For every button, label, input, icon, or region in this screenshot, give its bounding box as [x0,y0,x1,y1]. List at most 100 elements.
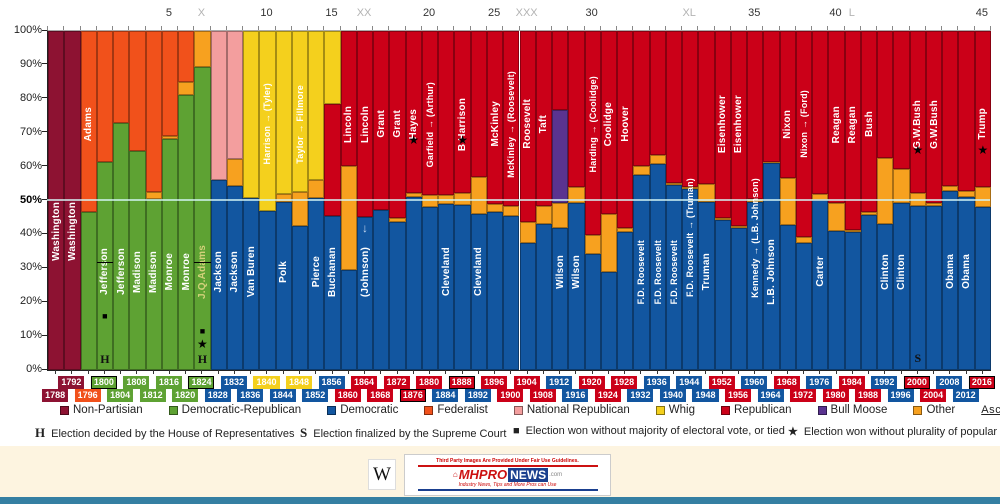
bar-1888: B.Harrison ★ [454,31,471,370]
legend-label: Republican [734,404,792,416]
segment-dem [925,206,943,370]
y-axis-label: 40% [19,227,42,240]
bar-1832: Jackson [226,31,244,370]
brand-tagline: Industry News, Tips and More Pros can Us… [458,482,557,488]
year-label: 1868 [367,389,394,402]
top-axis-tick [892,26,894,30]
top-axis-tick [599,26,601,30]
segment-dr [178,95,195,370]
x-axis-tick [103,370,105,374]
president-ordinal-marker: 10 [260,7,273,19]
x-axis-tick [55,370,57,374]
segment-dem [828,231,845,370]
segment-oth [682,186,699,189]
y-axis-tick [42,131,47,133]
year-label: 1828 [204,389,231,402]
president-ordinal-marker: 40 [829,7,842,19]
segment-rep [649,31,666,155]
x-axis-tick [803,370,805,374]
x-axis-tick [266,370,268,374]
bar-1956: Eisenhower [730,31,748,370]
segment-dr [145,199,162,370]
bar-1848: Taylor → Fillmore [291,31,309,370]
segment-rep [877,31,894,158]
top-axis-tick [908,26,910,30]
segment-oth [698,183,715,202]
year-label: 1852 [302,389,329,402]
x-axis-tick [868,370,870,374]
segment-fed [129,31,146,151]
year-label: 1792 [58,376,85,389]
bar-1940: F.D. Roosevelt [665,31,683,370]
year-label: 1820 [172,389,199,402]
year-label: 2016 [968,376,995,389]
x-axis-tick [900,370,902,374]
segment-oth [600,214,618,273]
year-label: 1964 [757,389,784,402]
segment-dem [519,242,536,370]
y-axis-tick [42,368,47,370]
bar-1892: Cleveland [470,31,487,370]
segment-rep [389,31,406,219]
bar-1976: Carter [812,31,829,370]
x-axis-tick [477,370,479,374]
top-axis-tick [648,26,650,30]
x-axis-tick [510,370,512,374]
segment-oth [308,179,325,198]
segment-dem [633,175,650,370]
year-label: 1856 [318,376,345,389]
bar-2016: Trump ★ [974,31,991,370]
year-label: 1892 [464,389,491,402]
segment-oth [178,81,195,96]
x-axis-tick [640,370,642,374]
segment-nr [226,31,244,160]
top-axis-tick [762,26,764,30]
year-label: 1944 [676,376,703,389]
year-label: 1980 [822,389,849,402]
segment-dem [226,186,244,370]
segment-dem [812,200,829,370]
segment-rep [535,31,552,206]
segment-rep [552,31,569,110]
segment-oth [795,236,813,243]
x-axis-tick [250,370,252,374]
x-axis-tick [233,370,235,374]
x-axis-tick [152,370,154,374]
x-axis-tick [705,370,707,374]
bar-1880: Garfield → (Arthur) [421,31,439,370]
year-label: 1888 [448,376,475,389]
bar-1836: Van Buren [243,31,260,370]
president-ordinal-marker: XX [356,7,372,19]
no-popular-plurality-marker: ★ [408,133,420,148]
y-axis-tick [42,300,47,302]
year-label: 1840 [253,376,280,389]
top-axis-tick [502,26,504,30]
x-axis-tick [315,370,317,374]
legend-label: Federalist [437,404,488,416]
x-axis-tick [217,370,219,374]
symbol-description: Election finalized by the Supreme Court [313,428,507,440]
segment-rep [665,31,683,183]
bar-1964: L.B. Johnson [763,31,780,370]
x-axis-tick [884,370,886,374]
bar-1936: F.D. Roosevelt [649,31,666,370]
segment-fed [178,31,195,82]
no-popular-plurality-marker: ★ [912,143,924,158]
y-axis-label: 90% [19,57,42,70]
segment-np [64,31,81,370]
top-axis-tick [209,26,211,30]
fifty-percent-line [47,198,990,201]
president-ordinal-marker: L [848,7,855,19]
bar-1792: Washington [64,31,81,370]
top-axis-tick [859,26,861,30]
segment-rep [942,31,959,186]
year-label: 1928 [611,376,638,389]
top-axis-tick [95,26,97,30]
y-axis-label: 100% [13,24,42,36]
year-label: 1996 [887,389,914,402]
segment-dr [80,212,97,370]
symbol-legend-item: ★ Election won without plurality of popul… [788,425,1000,438]
year-label: 1952 [708,376,735,389]
x-axis-tick [71,370,73,374]
top-axis-tick [794,26,796,30]
